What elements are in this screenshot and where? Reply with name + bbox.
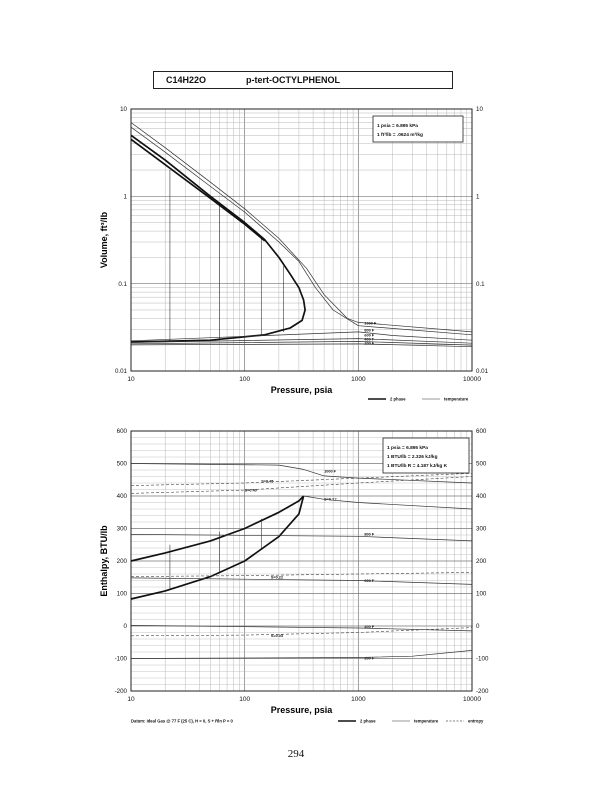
volume-series-isotherm — [130, 126, 473, 336]
enthalpy-curve-label: 400 F — [364, 625, 374, 629]
volume-series-2-phase — [130, 138, 266, 242]
volume-legend-entry: 2 phase — [390, 397, 406, 402]
enthalpy-curve-label: S=0.22 — [271, 576, 283, 580]
enthalpy-curve-label: S=0.45 — [261, 480, 273, 484]
enthalpy-ytick-label-left: 600 — [117, 428, 128, 435]
enthalpy-curve-label: 800 F — [364, 532, 374, 536]
enthalpy-xaxis-label: Pressure, psia — [271, 705, 334, 715]
volume-series-isotherm — [130, 122, 473, 333]
enthalpy-curve-label: 600 F — [364, 579, 374, 583]
enthalpy-series-2-phase — [130, 495, 305, 562]
page-number: 294 — [287, 748, 305, 760]
volume-xtick-label: 10000 — [463, 376, 481, 383]
volume-ytick-label-right: 0.01 — [476, 368, 489, 375]
enthalpy-series-isotherm — [130, 625, 473, 632]
volume-curve-label: 200 F — [364, 342, 374, 346]
volume-series-isotherm — [130, 343, 473, 348]
volume-ytick-label-right: 0.1 — [476, 281, 485, 288]
volume-ytick-label-left: 10 — [120, 106, 127, 113]
enthalpy-ytick-label-right: 500 — [476, 461, 487, 468]
volume-curve-label: 800 F — [364, 328, 374, 332]
enthalpy-series-entropy — [130, 476, 473, 494]
volume-series-isotherm — [130, 331, 473, 342]
enthalpy-legend-entry: temperature — [414, 719, 439, 724]
enthalpy-legend-entry: entropy — [468, 719, 484, 724]
volume-xaxis-label: Pressure, psia — [271, 385, 334, 395]
enthalpy-series-entropy — [130, 572, 473, 577]
enthalpy-curve-label: 1000 F — [324, 470, 337, 474]
enthalpy-ytick-label-left: 300 — [117, 526, 128, 533]
enthalpy-footnote: Datum: Ideal Gas @ 77 F (25 C), H = 0, S… — [131, 719, 234, 724]
enthalpy-ytick-label-right: 600 — [476, 428, 487, 435]
enthalpy-xtick-label: 10 — [127, 696, 135, 703]
enthalpy-series-isotherm — [130, 463, 473, 484]
enthalpy-ytick-label-right: 300 — [476, 526, 487, 533]
enthalpy-xtick-label: 1000 — [351, 696, 366, 703]
volume-ytick-label-left: 1 — [124, 194, 128, 201]
enthalpy-curve-label: S=0.40 — [245, 489, 257, 493]
enthalpy-series-entropy — [130, 473, 473, 486]
volume-curve-label: 600 F — [364, 333, 374, 337]
enthalpy-ytick-label-left: 0 — [124, 623, 128, 630]
enthalpy-legend-entry: 2 phase — [360, 719, 376, 724]
enthalpy-ytick-label-right: 200 — [476, 558, 487, 565]
volume-series-2-phase — [130, 134, 306, 343]
volume-ytick-label-left: 0.1 — [118, 281, 127, 288]
enthalpy-ytick-label-left: 200 — [117, 558, 128, 565]
enthalpy-ytick-label-right: 100 — [476, 591, 487, 598]
enthalpy-curve-label: 200 F — [364, 657, 374, 661]
enthalpy-ytick-label-right: 400 — [476, 493, 487, 500]
enthalpy-series-2-phase — [130, 495, 305, 600]
compound-title-box: C14H22O p-tert-OCTYLPHENOL — [153, 71, 453, 89]
enthalpy-ytick-label-left: 500 — [117, 461, 128, 468]
enthalpy-info-line: 1 BTU/lb = 2.326 kJ/kg — [387, 454, 438, 460]
volume-xtick-label: 100 — [239, 376, 250, 383]
enthalpy-series-entropy — [130, 627, 473, 637]
enthalpy-ytick-label-left: -100 — [115, 656, 128, 663]
enthalpy-plot: 1000 F S=0.45 S=0.40 S=0.?? 800 F S=0.22 600 F… — [99, 428, 489, 723]
enthalpy-curve-label: S=0.03 — [271, 634, 283, 638]
volume-xtick-label: 1000 — [351, 376, 366, 383]
volume-ytick-label-left: 0.01 — [115, 368, 128, 375]
volume-curve-label: 400 F — [364, 338, 374, 342]
volume-series-isotherm — [130, 338, 473, 344]
volume-info-line: 1 ft³/lb = .0624 m³/kg — [377, 132, 423, 138]
volume-legend-entry: temperature — [444, 397, 469, 402]
enthalpy-series-isotherm — [130, 577, 473, 585]
chemical-formula: C14H22O — [166, 75, 207, 85]
volume-yaxis-label: Volume, ft³/lb — [99, 211, 109, 268]
enthalpy-yaxis-label: Enthalpy, BTU/lb — [99, 525, 109, 597]
volume-info-box — [372, 115, 464, 143]
volume-legend: 2 phase temperature — [368, 397, 469, 402]
enthalpy-curve-label: S=0.?? — [324, 497, 337, 501]
compound-name: p-tert-OCTYLPHENOL — [246, 75, 340, 85]
enthalpy-legend: 2 phase temperature entropy — [338, 719, 484, 724]
enthalpy-xtick-label: 100 — [239, 696, 250, 703]
enthalpy-info-line: 1 BTU/lb R = 4.187 kJ/kg K — [387, 463, 448, 469]
enthalpy-ytick-label-left: 100 — [117, 591, 128, 598]
enthalpy-series-isotherm — [130, 534, 473, 542]
enthalpy-info-box — [382, 437, 470, 474]
enthalpy-ytick-label-left: 400 — [117, 493, 128, 500]
volume-xtick-label: 10 — [127, 376, 135, 383]
volume-ytick-label-right: 1 — [476, 194, 480, 201]
enthalpy-ytick-label-right: -200 — [476, 688, 489, 695]
enthalpy-ytick-label-right: 0 — [476, 623, 480, 630]
enthalpy-series-isotherm — [303, 495, 473, 510]
volume-grid — [130, 109, 472, 372]
volume-curve-label: 1000 F — [364, 321, 377, 325]
volume-frame — [130, 108, 473, 372]
enthalpy-series-isotherm — [130, 650, 473, 659]
enthalpy-ytick-label-left: -200 — [115, 688, 128, 695]
enthalpy-ytick-label-right: -100 — [476, 656, 489, 663]
enthalpy-info-line: 1 psia = 6.895 kPa — [387, 445, 428, 451]
volume-ytick-label-right: 10 — [476, 106, 483, 113]
volume-info-line: 1 psia = 6.895 kPa — [377, 123, 418, 129]
enthalpy-xtick-label: 10000 — [463, 696, 481, 703]
volume-series-isotherm — [130, 341, 473, 346]
